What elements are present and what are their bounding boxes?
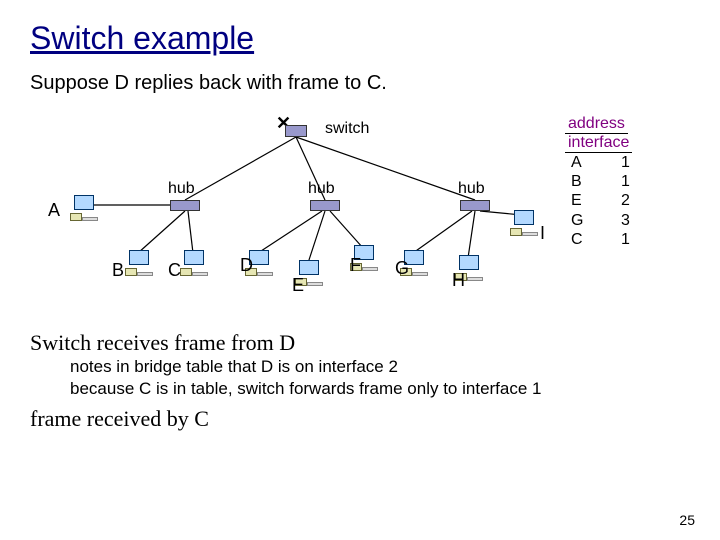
host-label-E: E	[292, 275, 304, 296]
bottom-line2: frame received by C	[30, 406, 690, 432]
table-header-interface: interface	[565, 134, 632, 153]
hub-label-2: hub	[458, 180, 485, 198]
host-label-G: G	[395, 258, 409, 279]
host-C	[180, 250, 208, 276]
host-I	[510, 210, 538, 236]
switch-label: switch	[325, 120, 369, 138]
hub-box-0	[170, 200, 200, 211]
host-label-H: H	[452, 270, 465, 291]
bottom-note2: because C is in table, switch forwards f…	[70, 378, 690, 400]
host-B	[125, 250, 153, 276]
slide-number: 25	[679, 512, 695, 528]
table-interface-col: 11231	[615, 153, 636, 249]
hub-label-1: hub	[308, 180, 335, 198]
host-label-I: I	[540, 223, 545, 244]
slide-subtitle: Suppose D replies back with frame to C.	[30, 72, 690, 95]
switch-box	[285, 125, 307, 137]
bottom-text: Switch receives frame from D notes in br…	[30, 330, 690, 432]
host-label-B: B	[112, 260, 124, 281]
host-label-F: F	[350, 255, 361, 276]
host-label-A: A	[48, 200, 60, 221]
table-header-address: address	[565, 115, 628, 134]
host-label-D: D	[240, 255, 253, 276]
slide-title: Switch example	[30, 20, 690, 57]
bottom-note1: notes in bridge table that D is on inter…	[70, 356, 690, 378]
hub-box-1	[310, 200, 340, 211]
hub-label-0: hub	[168, 180, 195, 198]
switch-table: address interface ABEGC 11231	[565, 115, 690, 249]
network-diagram: ✕ switch hub hub hub ABCDEFGHI address i…	[30, 105, 690, 325]
bottom-line1: Switch receives frame from D	[30, 330, 690, 356]
host-label-C: C	[168, 260, 181, 281]
host-A	[70, 195, 98, 221]
table-address-col: ABEGC	[565, 153, 615, 249]
hub-box-2	[460, 200, 490, 211]
